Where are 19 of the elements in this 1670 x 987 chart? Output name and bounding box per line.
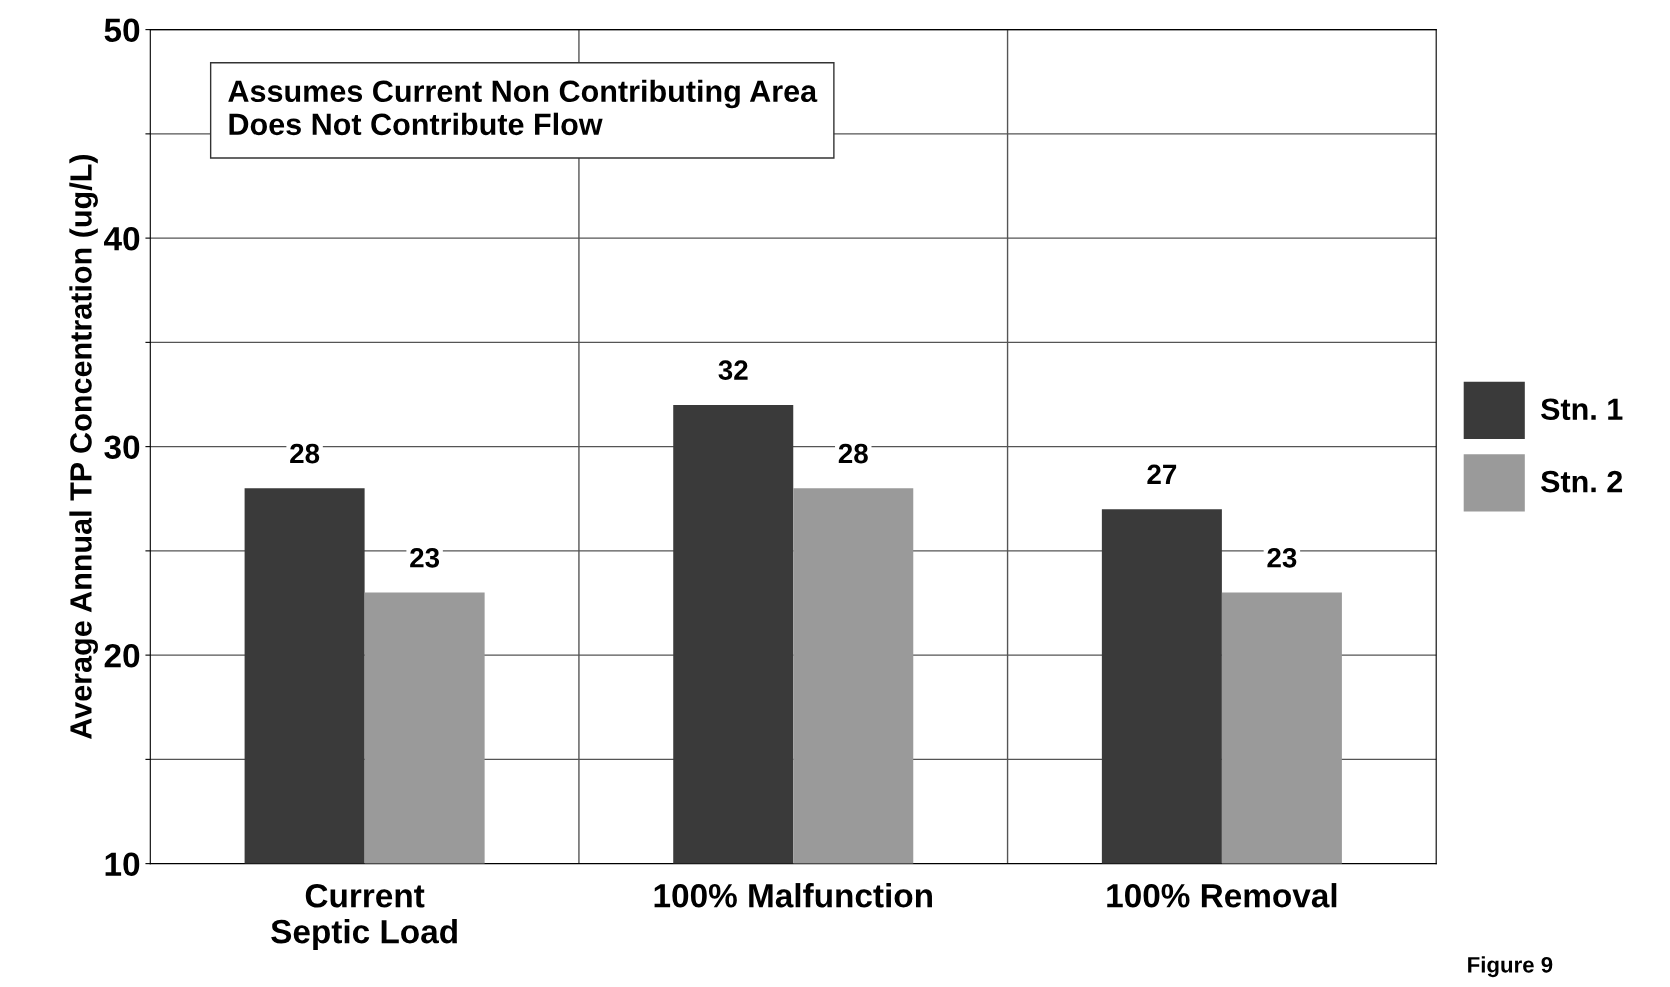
- x-tick-label: 100% Malfunction: [654, 883, 932, 908]
- legend-label: Stn. 1: [1540, 398, 1623, 421]
- annotation: Assumes Current Non Contributing Area Does Not Contribute Flow: [228, 79, 818, 136]
- x-tick-label: Current Septic Load: [271, 883, 457, 951]
- y-axis-title: Average Annual TP Concentration (ug/L): [69, 154, 98, 739]
- data-label: 32: [718, 360, 748, 381]
- data-label: 23: [410, 547, 440, 568]
- legend-label: Stn. 2: [1540, 470, 1623, 493]
- x-tick-label: 100% Removal: [1107, 883, 1337, 908]
- data-label: 27: [1147, 464, 1177, 484]
- y-tick-label: 40: [104, 226, 140, 251]
- data-label: 28: [838, 443, 868, 464]
- y-tick-label: 10: [105, 852, 140, 877]
- y-tick-label: 20: [104, 643, 140, 668]
- data-label: 28: [290, 443, 320, 464]
- y-tick-label: 30: [104, 435, 140, 460]
- data-label: 23: [1267, 547, 1297, 568]
- y-tick-label: 50: [104, 18, 140, 43]
- caption: Figure 9: [1468, 956, 1553, 978]
